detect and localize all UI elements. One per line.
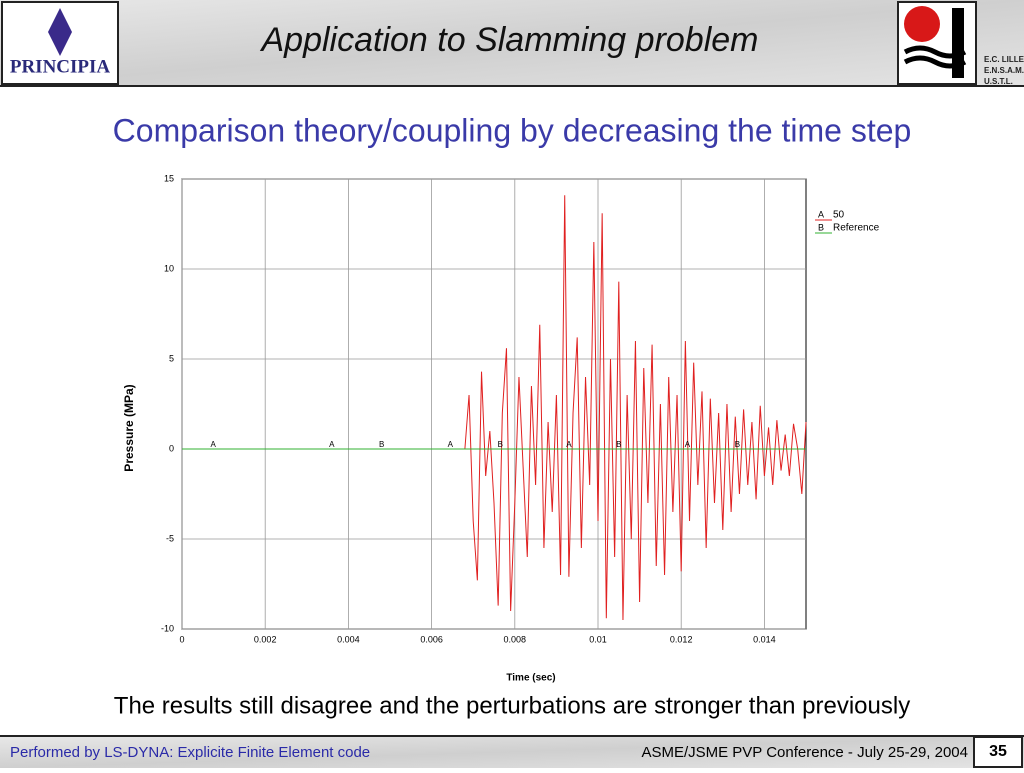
y-tick-label: -10 (161, 623, 174, 633)
series-symbol: A (211, 440, 217, 449)
y-tick-label: 10 (164, 263, 174, 273)
x-tick-label: 0.01 (589, 634, 607, 644)
left-logo-text: PRINCIPIA (10, 56, 111, 77)
series-symbol: B (379, 440, 384, 449)
caption: The results still disagree and the pertu… (114, 692, 910, 719)
right-logo-sun (904, 6, 940, 42)
right-logo-line: E.C. LILLE (984, 55, 1024, 64)
series-symbol: A (685, 440, 691, 449)
footer-left: Performed by LS-DYNA: Explicite Finite E… (10, 744, 370, 761)
plot-area (181, 178, 807, 630)
y-tick-label: 0 (169, 443, 174, 453)
footer-band (0, 736, 1024, 768)
y-tick-label: 5 (169, 353, 174, 363)
page-number: 35 (989, 743, 1007, 760)
legend-symbol: A (818, 209, 824, 219)
series-symbol: B (735, 440, 740, 449)
legend-label: Reference (833, 223, 880, 234)
y-axis-label: Pressure (MPa) (122, 384, 136, 471)
x-tick-label: 0 (179, 634, 184, 644)
right-logo-bar (952, 8, 964, 78)
subtitle: Comparison theory/coupling by decreasing… (113, 112, 912, 148)
right-logo-line: U.S.T.L. (984, 77, 1013, 86)
legend-label: 50 (833, 210, 845, 221)
left-logo-diamond (48, 8, 72, 56)
series-symbol: A (448, 440, 454, 449)
x-tick-label: 0.014 (753, 634, 776, 644)
x-tick-label: 0.004 (337, 634, 360, 644)
right-logo-line: E.N.S.A.M. (984, 66, 1024, 75)
x-axis-label: Time (sec) (506, 673, 555, 684)
header-title: Application to Slamming problem (259, 21, 758, 59)
legend-symbol: B (818, 222, 824, 232)
x-tick-label: 0.012 (670, 634, 693, 644)
y-tick-label: 15 (164, 173, 174, 183)
x-tick-label: 0.002 (254, 634, 277, 644)
footer-right: ASME/JSME PVP Conference - July 25-29, 2… (641, 744, 968, 761)
series-symbol: A (329, 440, 335, 449)
page-box (973, 736, 1023, 768)
x-tick-label: 0.008 (504, 634, 527, 644)
header-band (0, 0, 1024, 86)
series-symbol: B (498, 440, 503, 449)
series-line (182, 195, 807, 621)
y-tick-label: -5 (166, 533, 174, 543)
x-tick-label: 0.006 (420, 634, 443, 644)
series-symbol: B (616, 440, 621, 449)
series-symbol: A (566, 440, 572, 449)
